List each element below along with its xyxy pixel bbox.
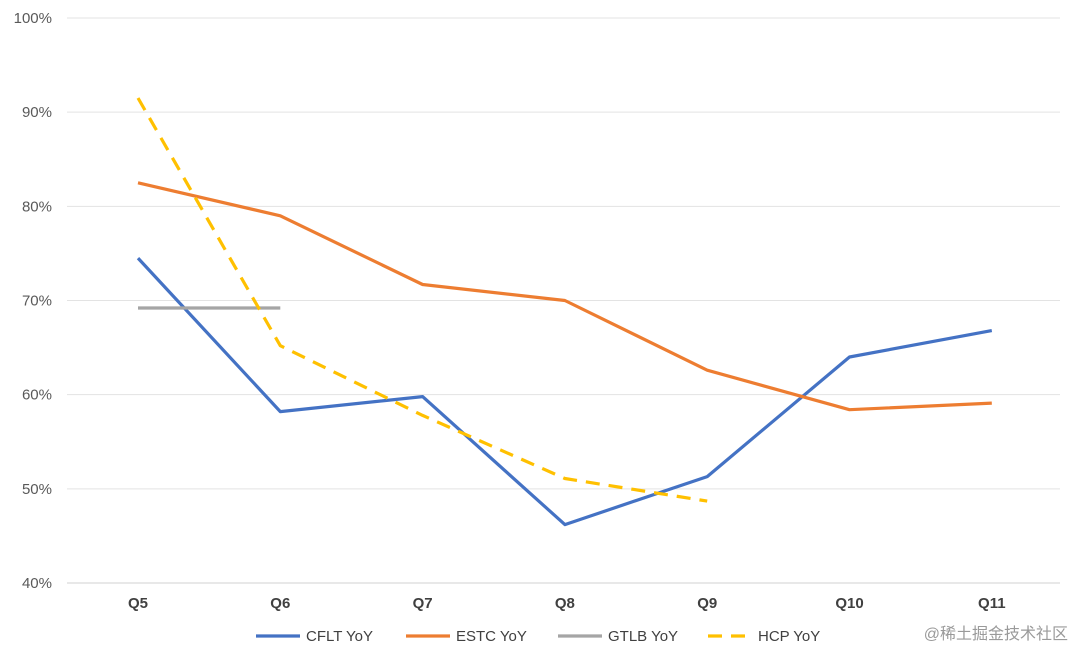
legend: CFLT YoY ESTC YoY GTLB YoY HCP YoY [256, 628, 820, 645]
legend-label: GTLB YoY [608, 628, 678, 645]
y-tick-label: 60% [22, 387, 52, 404]
watermark-text: @稀土掘金技术社区 [924, 625, 1068, 643]
x-tick-label: Q8 [555, 595, 575, 612]
y-axis-ticks: 40% 50% 60% 70% 80% 90% 100% [14, 10, 52, 592]
y-tick-label: 100% [14, 10, 52, 27]
series-line-hcp-yoy [136, 97, 708, 503]
y-tick-label: 80% [22, 198, 52, 215]
x-axis-ticks: Q5 Q6 Q7 Q8 Q9 Q10 Q11 [128, 595, 1006, 612]
x-tick-label: Q6 [270, 595, 290, 612]
x-tick-label: Q9 [697, 595, 717, 612]
x-tick-label: Q7 [413, 595, 433, 612]
series-line-cflt-yoy [136, 257, 993, 527]
x-tick-label: Q10 [835, 595, 863, 612]
y-tick-label: 50% [22, 481, 52, 498]
legend-label: ESTC YoY [456, 628, 527, 645]
y-tick-label: 90% [22, 104, 52, 121]
x-tick-label: Q11 [978, 595, 1006, 612]
x-tick-label: Q5 [128, 595, 148, 612]
series-line-estc-yoy [137, 181, 992, 412]
y-tick-label: 40% [22, 575, 52, 592]
legend-label: HCP YoY [758, 628, 820, 645]
legend-label: CFLT YoY [306, 628, 373, 645]
series-lines [136, 97, 993, 527]
y-tick-label: 70% [22, 293, 52, 310]
